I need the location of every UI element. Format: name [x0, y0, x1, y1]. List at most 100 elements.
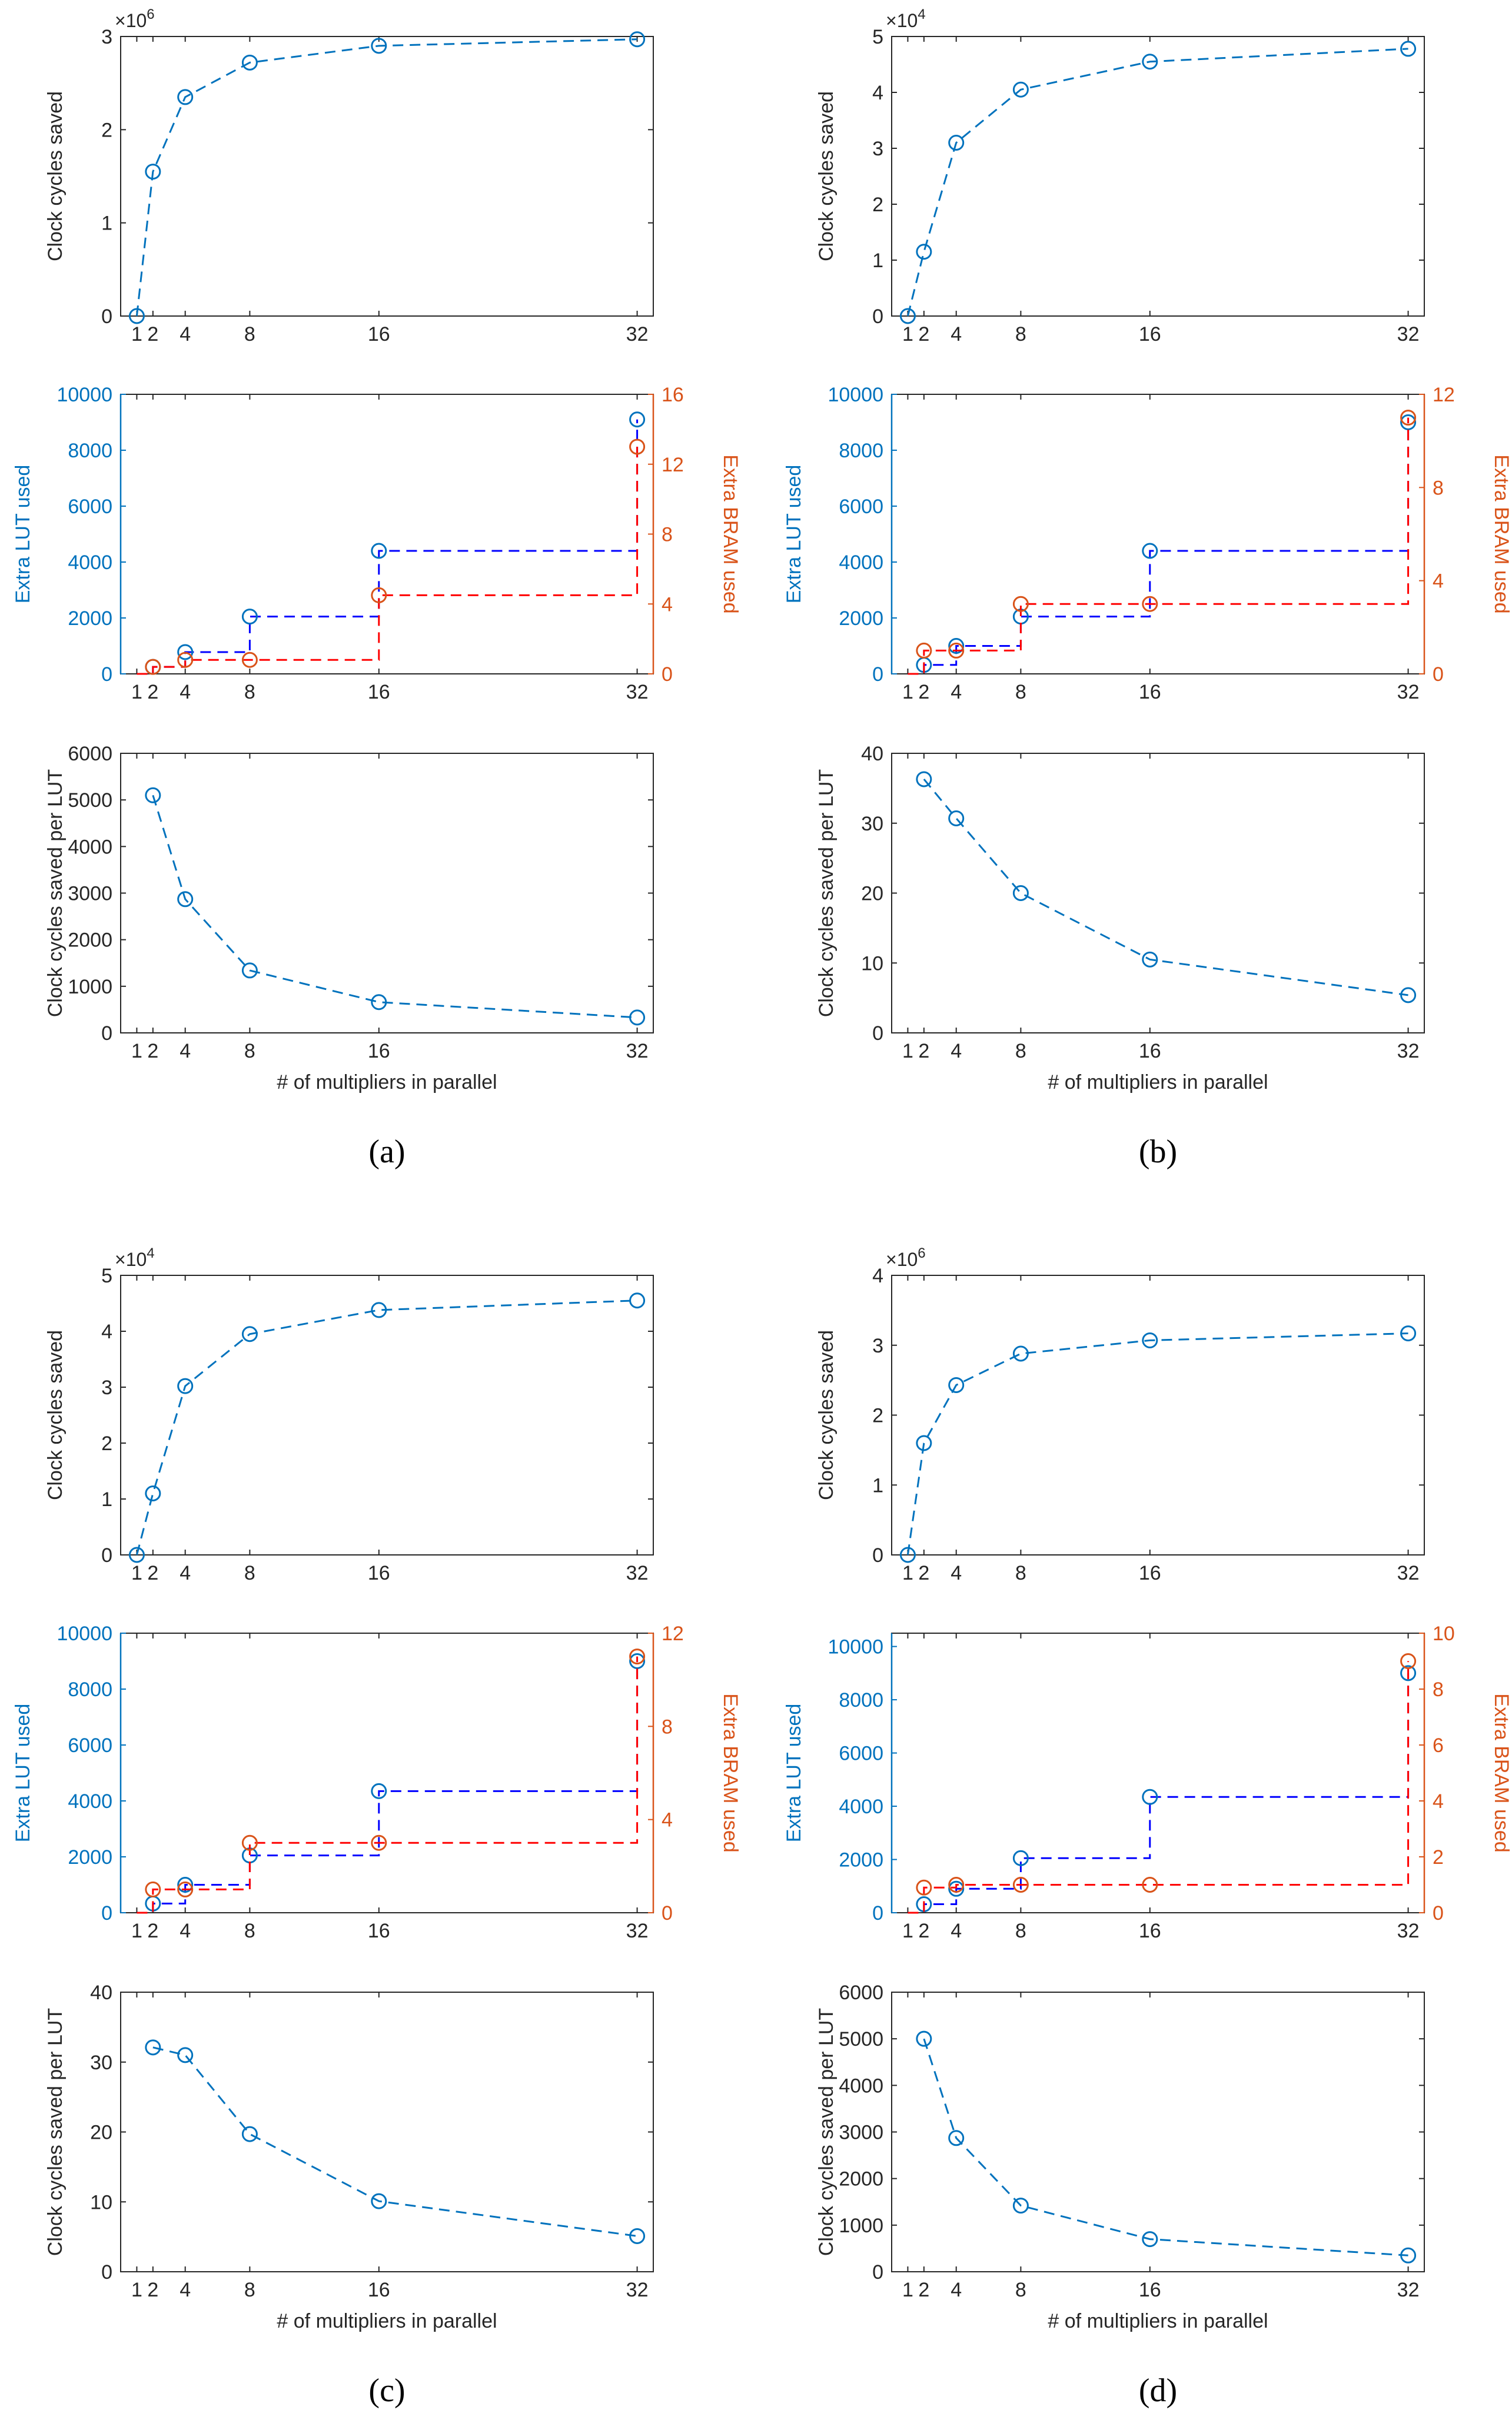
y-tick-label: 0: [101, 2261, 112, 2284]
x-tick-label: 1: [902, 1562, 913, 1584]
x-tick-label: 8: [244, 1562, 255, 1584]
bram-point: [1400, 1653, 1417, 1669]
x-tick-label: 2: [918, 1562, 929, 1584]
x-tick-label: 2: [147, 1920, 158, 1942]
panel-label: (a): [368, 1134, 405, 1170]
series-line: [135, 1299, 637, 1555]
x-tick-label: 8: [1015, 323, 1026, 345]
y2-axis-label: Extra BRAM used: [719, 454, 742, 613]
x-tick-label: 1: [902, 323, 913, 345]
y-axis-label: Extra LUT used: [12, 1704, 34, 1843]
data-point: [916, 1435, 932, 1451]
data-point: [629, 1009, 646, 1026]
data-point: [1012, 1345, 1029, 1362]
x-tick-label: 4: [180, 1562, 191, 1584]
y2-tick-label: 0: [1433, 1902, 1444, 1925]
y-tick-label: 20: [861, 883, 883, 905]
data-point: [629, 1292, 646, 1309]
x-tick-label: 4: [951, 1920, 962, 1942]
y-tick-label: 4000: [68, 836, 112, 858]
axes-box: [891, 36, 1425, 317]
y-tick-label: 10000: [828, 384, 883, 406]
x-tick-label: 4: [951, 323, 962, 345]
y-tick-label: 2000: [839, 1849, 883, 1872]
x-tick-label: 1: [131, 323, 142, 345]
lut-point: [948, 1880, 965, 1897]
axes-box: [891, 1633, 1425, 1913]
y-axis-label: Clock cycles saved per LUT: [815, 2008, 838, 2256]
y-tick-label: 6000: [839, 1982, 883, 2004]
y-axis-label: Clock cycles saved: [44, 91, 67, 261]
y2-tick-label: 2: [1433, 1846, 1444, 1869]
y-tick-label: 0: [872, 1022, 883, 1045]
x-tick-label: 1: [131, 1562, 142, 1584]
y-tick-label: 0: [872, 1544, 883, 1567]
y2-tick-label: 6: [1433, 1734, 1444, 1757]
y-tick-label: 6000: [839, 1743, 883, 1765]
x-tick-label: 16: [368, 681, 390, 703]
bram-point: [948, 642, 965, 659]
x-tick-label: 2: [918, 2279, 929, 2301]
x-tick-label: 32: [626, 323, 649, 345]
y2-tick-label: 12: [1433, 384, 1455, 406]
y-tick-label: 1: [872, 1474, 883, 1497]
x-tick-label: 8: [1015, 681, 1026, 703]
x-tick-label: 32: [626, 1562, 649, 1584]
x-tick-label: 1: [131, 1040, 142, 1062]
bram-point: [1012, 596, 1029, 612]
lut-step-line: [908, 422, 1410, 675]
y-tick-label: 4000: [839, 1796, 883, 1818]
cycles-per-lut-plot: 1 2 4 8 16 32 0 10 20 30 40 Clock cycles saved per …: [44, 1982, 654, 2332]
data-point: [145, 164, 161, 180]
lut-point: [371, 1783, 387, 1799]
x-tick-label: 1: [902, 2279, 913, 2301]
lut-point: [1400, 414, 1417, 430]
y-axis-label: Clock cycles saved: [44, 1330, 67, 1500]
data-point: [948, 810, 965, 826]
y-exponent: ×106: [115, 6, 155, 31]
x-tick-label: 8: [244, 681, 255, 703]
lut-point: [241, 609, 258, 625]
x-tick-label: 1: [131, 2279, 142, 2301]
y-tick-label: 2000: [839, 2168, 883, 2191]
lut-point: [948, 638, 965, 654]
y-tick-label: 0: [872, 663, 883, 686]
y-tick-label: 4000: [68, 1790, 112, 1813]
x-tick-label: 16: [368, 1920, 390, 1942]
y-tick-label: 4000: [68, 551, 112, 574]
y2-tick-label: 0: [1433, 663, 1444, 686]
bram-point: [629, 1648, 646, 1665]
y-tick-label: 5: [101, 1265, 112, 1287]
y-tick-label: 3: [101, 1377, 112, 1399]
axes-box: [120, 1633, 654, 1913]
data-point: [1142, 2231, 1158, 2248]
y-axis-label: Clock cycles saved per LUT: [815, 769, 838, 1017]
x-tick-label: 8: [1015, 1562, 1026, 1584]
x-tick-label: 4: [180, 2279, 191, 2301]
x-tick-label: 8: [244, 323, 255, 345]
y-tick-label: 8000: [839, 1689, 883, 1711]
y-tick-label: 1000: [68, 976, 112, 998]
lut-step-line: [137, 419, 639, 675]
x-tick-label: 8: [244, 2279, 255, 2301]
y2-tick-label: 4: [1433, 570, 1444, 593]
axes-box: [120, 1275, 654, 1555]
lut-step-line: [908, 1673, 1410, 1914]
bram-step-line: [137, 1656, 639, 1914]
y2-tick-label: 10: [1433, 1623, 1455, 1645]
data-point: [145, 1485, 161, 1501]
x-tick-label: 1: [131, 681, 142, 703]
x-tick-label: 2: [147, 2279, 158, 2301]
bram-step-line: [908, 1661, 1410, 1914]
y-axis-label: Extra LUT used: [783, 1704, 805, 1843]
y-tick-label: 2: [101, 119, 112, 141]
y2-axis-label: Extra BRAM used: [719, 1693, 742, 1852]
x-tick-label: 16: [368, 1040, 390, 1062]
bram-point: [145, 659, 161, 675]
y-tick-label: 4: [101, 1321, 112, 1343]
x-tick-label: 16: [368, 323, 390, 345]
x-tick-label: 1: [131, 1920, 142, 1942]
y-axis-label: Extra LUT used: [783, 465, 805, 604]
